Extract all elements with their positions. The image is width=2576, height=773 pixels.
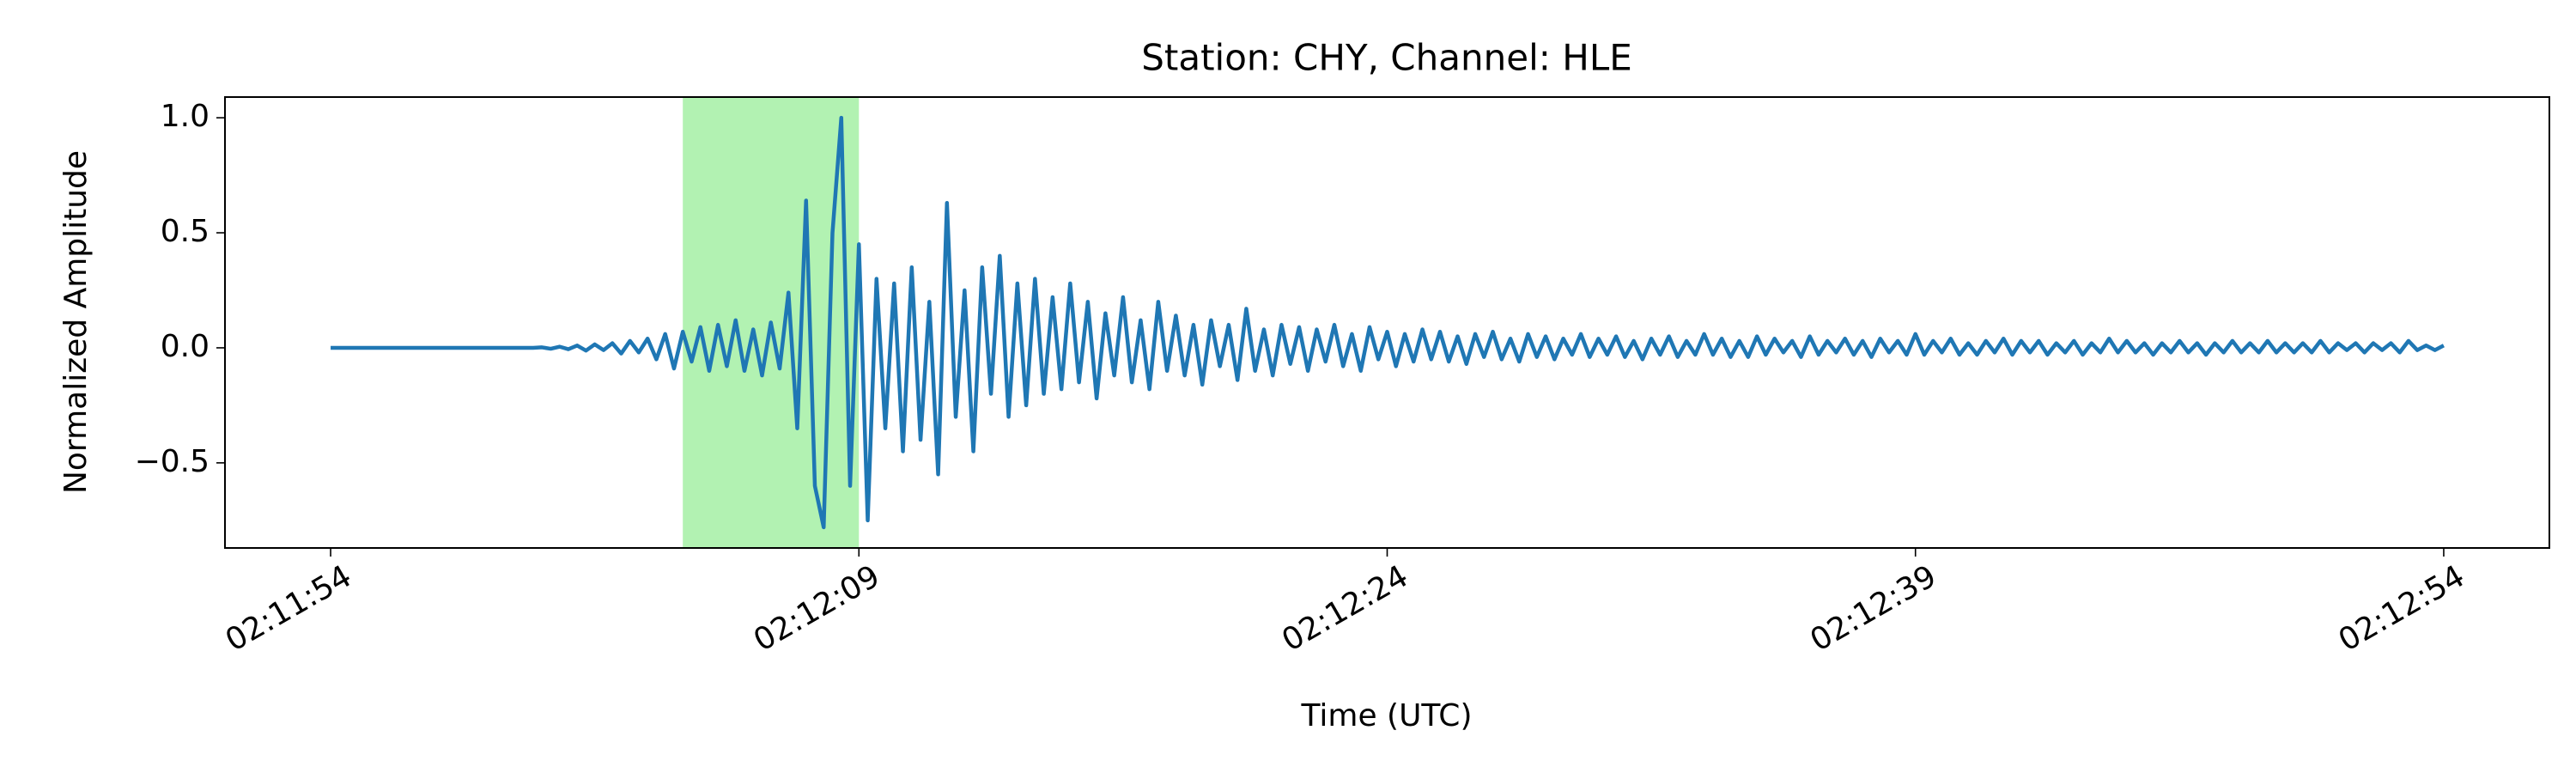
plot-frame	[224, 96, 2550, 549]
chart-title: Station: CHY, Channel: HLE	[1141, 37, 1632, 79]
y-tick-label: 0.5	[161, 214, 210, 249]
y-tick-label: 0.0	[161, 329, 210, 364]
x-axis-label: Time (UTC)	[1300, 698, 1472, 733]
waveform-line	[331, 115, 2445, 530]
y-tick-label: −0.5	[135, 444, 210, 479]
y-tick-label: 1.0	[161, 99, 210, 134]
y-axis-label: Normalized Amplitude	[58, 150, 94, 494]
